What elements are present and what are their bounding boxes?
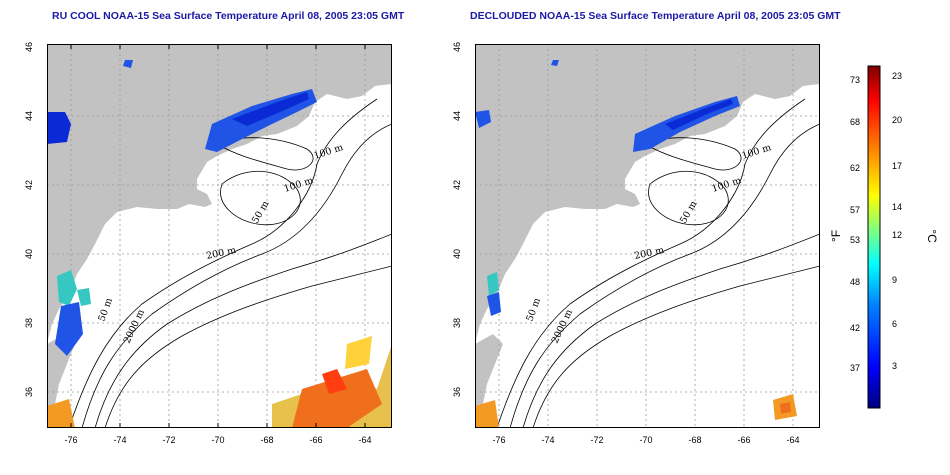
lat-tick: 46	[24, 42, 34, 52]
raw-sst-map: 100 m 100 m 50 m 200 m 50 m 2000 m	[47, 44, 392, 433]
lat-tick: 38	[452, 318, 462, 328]
map-frame	[47, 44, 392, 428]
lat-tick: 44	[24, 111, 34, 121]
colorbar-celsius-tick: 17	[892, 161, 902, 171]
land-southwest	[475, 334, 503, 414]
colorbar-celsius-tick: 14	[892, 202, 902, 212]
colorbar-fahrenheit-tick: 42	[850, 323, 860, 333]
colorbar-celsius-tick: 20	[892, 115, 902, 125]
lon-tick: -76	[64, 435, 77, 445]
colorbar-celsius-tick: 3	[892, 361, 897, 371]
land-mass	[47, 44, 392, 344]
isobath-200m	[94, 233, 392, 428]
colorbar-fahrenheit-tick: 37	[850, 363, 860, 373]
declouded-sst-map: 100 m 100 m 50 m 200 m 50 m 2000 m	[447, 44, 820, 433]
isobath-100m	[509, 123, 820, 428]
colorbar-celsius-tick: 23	[892, 71, 902, 81]
right-lat-ticks: 46 44 42 40 38 36	[452, 42, 462, 397]
georges-bank-contour	[220, 170, 301, 226]
colorbar-fahrenheit-tick: 53	[850, 235, 860, 245]
colorbar-gradient	[867, 65, 881, 409]
isobath-100m	[81, 123, 392, 428]
right-lon-ticks: -76 -74 -72 -70 -68 -66 -64	[492, 435, 799, 445]
lat-tick: 38	[24, 318, 34, 328]
lat-tick: 36	[452, 387, 462, 397]
isobath-2000m	[532, 265, 820, 428]
sst-patches	[475, 60, 797, 428]
left-lon-ticks: -76 -74 -72 -70 -68 -66 -64	[64, 435, 371, 445]
lat-tick: 40	[24, 249, 34, 259]
lon-tick: -74	[541, 435, 554, 445]
left-map-title: RU COOL NOAA-15 Sea Surface Temperature …	[52, 10, 405, 22]
gulf-contour	[644, 137, 742, 171]
lat-tick: 40	[452, 249, 462, 259]
colorbar-celsius-tick: 6	[892, 319, 897, 329]
isobath-50m	[496, 98, 806, 428]
gulf-contour	[216, 137, 314, 171]
lon-tick: -70	[639, 435, 652, 445]
lon-tick: -72	[590, 435, 603, 445]
celsius-unit-label: °C	[925, 229, 939, 243]
lon-tick: -74	[113, 435, 126, 445]
lat-tick: 44	[452, 111, 462, 121]
fahrenheit-unit-label: °F	[829, 230, 843, 242]
isobath-50m	[68, 98, 378, 428]
lon-tick: -68	[688, 435, 701, 445]
lat-tick: 36	[24, 387, 34, 397]
isobath-200m	[522, 233, 820, 428]
lat-tick: 46	[452, 42, 462, 52]
colorbar-fahrenheit-tick: 73	[850, 75, 860, 85]
lat-tick: 42	[24, 180, 34, 190]
colorbar-fahrenheit-tick: 68	[850, 117, 860, 127]
lon-tick: -70	[211, 435, 224, 445]
colorbar-fahrenheit-tick: 57	[850, 205, 860, 215]
map-frame	[475, 44, 820, 428]
lon-tick: -64	[786, 435, 799, 445]
left-lat-ticks: 46 44 42 40 38 36	[24, 42, 34, 397]
lon-tick: -66	[737, 435, 750, 445]
sst-patches	[47, 60, 392, 428]
right-map-title: DECLOUDED NOAA-15 Sea Surface Temperatur…	[470, 10, 841, 22]
lon-tick: -66	[309, 435, 322, 445]
colorbar-fahrenheit-tick: 62	[850, 163, 860, 173]
georges-bank-contour	[648, 170, 729, 226]
lon-tick: -76	[492, 435, 505, 445]
colorbar-celsius-tick: 12	[892, 230, 902, 240]
lon-tick: -68	[260, 435, 273, 445]
colorbar-fahrenheit-tick: 48	[850, 277, 860, 287]
land-mass	[475, 44, 820, 344]
lon-tick: -64	[358, 435, 371, 445]
isobath-2000m	[104, 265, 392, 428]
colorbar-celsius-tick: 9	[892, 275, 897, 285]
lon-tick: -72	[162, 435, 175, 445]
lat-tick: 42	[452, 180, 462, 190]
temperature-colorbar: 73 68 62 57 53 48 42 37 23 20 17 14 12 9 6 3 °F °C	[829, 65, 939, 409]
